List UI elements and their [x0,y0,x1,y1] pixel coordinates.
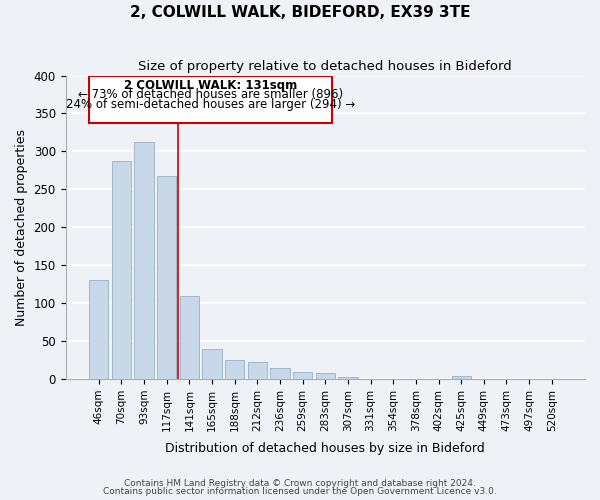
Bar [134,142,154,379]
Bar [452,376,471,379]
Y-axis label: Number of detached properties: Number of detached properties [15,129,28,326]
Bar [293,372,312,379]
Title: Size of property relative to detached houses in Bideford: Size of property relative to detached ho… [139,60,512,73]
Bar [248,362,267,379]
Bar [89,280,109,379]
Bar [225,360,244,379]
Text: 2 COLWILL WALK: 131sqm: 2 COLWILL WALK: 131sqm [124,78,297,92]
Text: Contains HM Land Registry data © Crown copyright and database right 2024.: Contains HM Land Registry data © Crown c… [124,478,476,488]
Bar [316,373,335,379]
Text: ← 73% of detached houses are smaller (896): ← 73% of detached houses are smaller (89… [78,88,343,102]
Text: 2, COLWILL WALK, BIDEFORD, EX39 3TE: 2, COLWILL WALK, BIDEFORD, EX39 3TE [130,5,470,20]
Bar [157,176,176,379]
Bar [338,377,358,379]
Text: Contains public sector information licensed under the Open Government Licence v3: Contains public sector information licen… [103,487,497,496]
Bar [202,348,221,379]
Bar [180,296,199,379]
Bar [271,368,290,379]
FancyBboxPatch shape [89,76,332,122]
Text: 24% of semi-detached houses are larger (294) →: 24% of semi-detached houses are larger (… [65,98,355,112]
X-axis label: Distribution of detached houses by size in Bideford: Distribution of detached houses by size … [166,442,485,455]
Bar [112,162,131,379]
